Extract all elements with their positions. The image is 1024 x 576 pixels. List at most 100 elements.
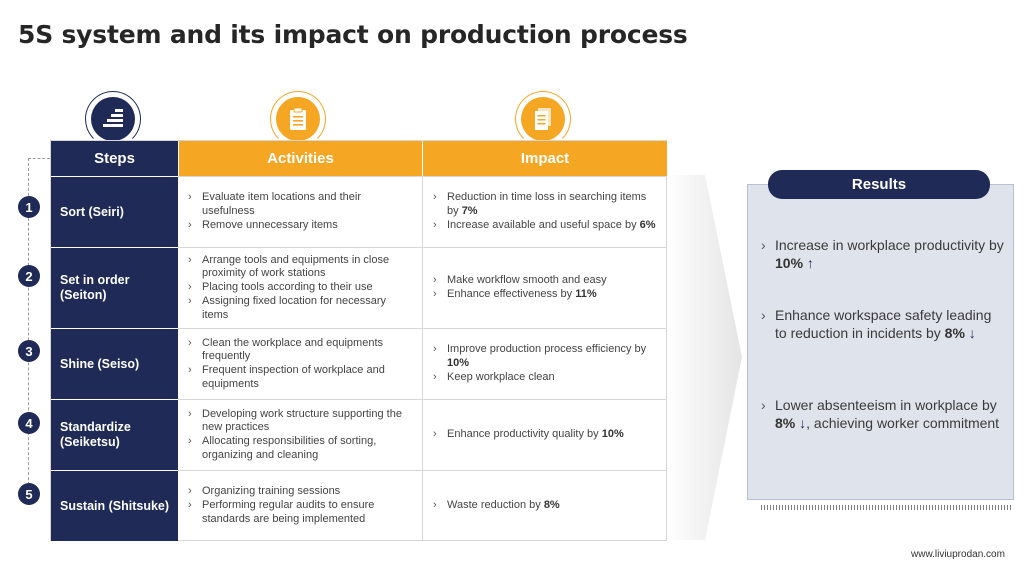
activity-item: › Developing work structure supporting th…	[188, 408, 414, 436]
activity-text: Evaluate item locations and their useful…	[202, 191, 361, 218]
impact-text-main: Keep workplace clean	[447, 370, 555, 383]
chevron-right-icon: ›	[188, 336, 192, 349]
result-item: › Increase in workplace productivity by 1…	[761, 236, 1006, 273]
chevron-right-icon: ›	[188, 435, 192, 447]
activity-item: › Arrange tools and equipments in close p…	[188, 254, 414, 282]
step-connector-line	[28, 158, 29, 505]
impact-cell: › Make workflow smooth and easy › Enhance e…	[422, 247, 667, 328]
impact-text: Enhance effectiveness by 11%	[447, 288, 597, 302]
impact-text-main: Make workflow smooth and easy	[447, 274, 607, 287]
step-name: Shine (Seiso)	[51, 328, 178, 399]
chevron-right-icon: ›	[433, 343, 437, 356]
arrow-up-icon: ↑	[803, 255, 814, 272]
header-activities: Activities	[178, 141, 422, 176]
impact-cell: › Improve production process efficiency b…	[422, 328, 667, 399]
arrow-down-icon: ↓	[964, 325, 976, 342]
step-number-badge: 5	[18, 483, 40, 505]
impact-text-main: Reduction in time loss in searching item…	[447, 191, 647, 218]
impact-value: 11%	[575, 288, 597, 300]
chevron-right-icon: ›	[188, 281, 192, 294]
step-name: Standardize (Seiketsu)	[51, 399, 178, 470]
chevron-right-icon: ›	[433, 370, 437, 383]
step-number-badge: 3	[18, 340, 40, 362]
result-text-tail: , achieving worker commitment	[806, 415, 1000, 432]
result-item: › Enhance workspace safety leading to red…	[761, 306, 1006, 343]
activities-cell: › Clean the workplace and equipments freq…	[178, 328, 422, 399]
result-text-main: Enhance workspace safety leading to redu…	[775, 307, 992, 342]
impact-text-main: Improve production process efficiency by	[447, 343, 647, 356]
impact-item: › Increase available and useful space by …	[433, 219, 659, 233]
activity-text: Frequent inspection of workplace and equ…	[202, 364, 385, 390]
impact-text: Increase available and useful space by 6…	[447, 219, 656, 233]
impact-text: Make workflow smooth and easy	[447, 274, 607, 288]
impact-cell: › Reduction in time loss in searching ite…	[422, 176, 667, 247]
stairs-icon	[91, 97, 135, 141]
activity-text: Placing tools according to their use	[202, 281, 373, 294]
impact-text: Waste reduction by 8%	[447, 499, 560, 513]
decorative-stripe	[761, 505, 1013, 510]
chevron-right-icon: ›	[761, 307, 766, 323]
impact-cell: › Enhance productivity quality by 10%	[422, 399, 667, 470]
result-text-main: Increase in workplace productivity by	[775, 237, 1004, 253]
impact-cell: › Waste reduction by 8%	[422, 470, 667, 541]
chevron-right-icon: ›	[433, 499, 437, 512]
result-value: 10%	[775, 255, 804, 272]
footer-url: www.liviuprodan.com	[911, 549, 1005, 560]
clipboard-icon	[276, 97, 320, 141]
impact-text: Enhance productivity quality by 10%	[447, 428, 624, 442]
impact-item: › Improve production process efficiency b…	[433, 343, 659, 371]
activity-item: › Frequent inspection of workplace and eq…	[188, 364, 414, 392]
header-steps: Steps	[51, 141, 178, 176]
impact-icon-ring	[515, 91, 571, 147]
step-number-badge: 1	[18, 196, 40, 218]
impact-text-main: Increase available and useful space by	[447, 218, 640, 231]
chevron-right-icon: ›	[761, 397, 766, 413]
chevron-right-icon: ›	[761, 237, 766, 253]
chevron-right-icon: ›	[188, 294, 192, 307]
activity-text: Clean the workplace and equipments frequ…	[202, 336, 384, 363]
step-name: Sort (Seiri)	[51, 176, 178, 247]
chevron-right-icon: ›	[188, 407, 192, 420]
chevron-right-icon: ›	[433, 288, 437, 300]
activities-cell: › Arrange tools and equipments in close p…	[178, 247, 422, 328]
activities-cell: › Evaluate item locations and their usefu…	[178, 176, 422, 247]
impact-value: 7%	[461, 205, 478, 218]
activity-text: Developing work structure supporting the…	[202, 407, 402, 434]
chevron-right-icon: ›	[433, 274, 437, 287]
activity-item: › Assigning fixed location for necessary …	[188, 295, 414, 323]
chevron-right-icon: ›	[188, 218, 192, 231]
impact-text-main: Enhance effectiveness by	[447, 288, 576, 300]
chevron-right-icon: ›	[433, 191, 437, 204]
impact-text-main: Enhance productivity quality by	[447, 428, 602, 441]
header-impact: Impact	[422, 141, 667, 176]
activity-item: › Performing regular audits to ensure sta…	[188, 499, 414, 527]
impact-item: › Reduction in time loss in searching ite…	[433, 191, 659, 219]
activity-item: › Allocating responsibilities of sorting,…	[188, 435, 414, 463]
impact-text-main: Waste reduction by	[447, 499, 544, 512]
result-item: › Lower absenteeism in workplace by 8% ↓,…	[761, 396, 1006, 433]
result-value: 8%	[944, 325, 965, 342]
document-icon	[521, 97, 565, 141]
activity-text: Arrange tools and equipments in close pr…	[202, 253, 390, 280]
activity-text: Organizing training sessions	[202, 485, 341, 498]
chevron-right-icon: ›	[433, 428, 437, 441]
chevron-right-icon: ›	[188, 253, 192, 266]
chevron-right-icon: ›	[188, 364, 192, 376]
steps-table: Steps Activities Impact Sort (Seiri) › Eva…	[50, 140, 667, 541]
result-text: Increase in workplace productivity by 10…	[775, 236, 1006, 273]
impact-item: › Enhance effectiveness by 11%	[433, 288, 659, 302]
step-number-badge: 4	[18, 412, 40, 434]
activity-item: › Evaluate item locations and their usefu…	[188, 191, 414, 219]
chevron-right-icon: ›	[433, 218, 437, 231]
activity-item: › Placing tools according to their use	[188, 281, 414, 295]
activity-item: › Clean the workplace and equipments freq…	[188, 337, 414, 365]
impact-item: › Make workflow smooth and easy	[433, 274, 659, 288]
page-title: 5S system and its impact on production p…	[18, 20, 688, 49]
activities-icon-ring	[270, 91, 326, 147]
step-number-badge: 2	[18, 265, 40, 287]
activity-item: › Organizing training sessions	[188, 485, 414, 499]
flow-arrow	[667, 175, 742, 540]
impact-value: 8%	[543, 499, 560, 512]
impact-item: › Enhance productivity quality by 10%	[433, 428, 659, 442]
step-connector-top	[28, 158, 50, 159]
